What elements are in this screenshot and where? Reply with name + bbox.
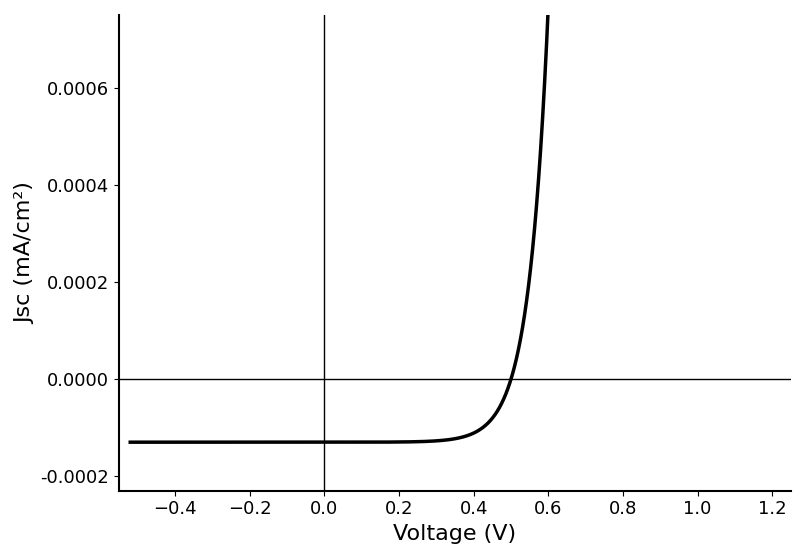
X-axis label: Voltage (V): Voltage (V)	[393, 524, 517, 544]
Y-axis label: Jsc (mA/cm²): Jsc (mA/cm²)	[15, 182, 35, 324]
